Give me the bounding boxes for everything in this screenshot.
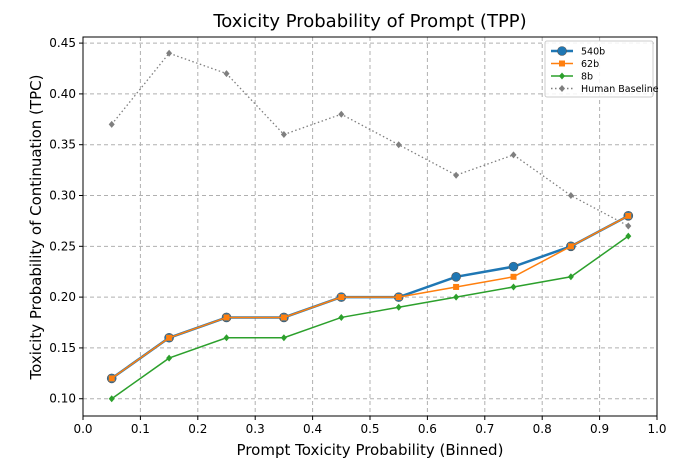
- legend-marker: [559, 85, 565, 92]
- data-point-540b: [508, 261, 519, 272]
- y-tick-label: 0.15: [49, 341, 76, 355]
- series-line-human-baseline: [111, 52, 629, 227]
- y-tick-label: 0.20: [49, 290, 76, 304]
- series-8b: [108, 232, 632, 403]
- x-tick-label: 0.3: [246, 422, 265, 436]
- legend-label: 540b: [581, 47, 605, 58]
- legend-label: 8b: [581, 72, 593, 83]
- x-tick-label: 0.6: [418, 422, 437, 436]
- series-62b: [108, 212, 632, 382]
- y-tick-label: 0.35: [49, 138, 76, 152]
- legend-box: [544, 40, 654, 98]
- data-point-8b: [223, 334, 230, 342]
- legend-label: Human Baseline: [581, 84, 659, 95]
- data-point-62b: [510, 273, 517, 280]
- chart-title: Toxicity Probability of Prompt (TPP): [212, 11, 526, 32]
- ticks: 0.0 0.1 0.2 0.3 0.4 0.5 0.6 0.7 0.8 0.9 1.0 0.10 0.1…: [49, 36, 666, 436]
- data-point-human-baseline: [223, 70, 230, 78]
- x-axis-label: Prompt Toxicity Probability (Binned): [237, 441, 504, 459]
- data-point-62b: [453, 283, 460, 290]
- data-point-62b: [108, 375, 115, 382]
- y-tick-label: 0.40: [49, 87, 76, 101]
- legend-item-62b: 62b: [551, 59, 599, 70]
- data-point-62b: [567, 243, 574, 250]
- x-tick-label: 0.5: [360, 422, 379, 436]
- x-tick-label: 0.4: [303, 422, 322, 436]
- y-tick-label: 0.30: [49, 189, 76, 203]
- data-point-8b: [108, 395, 115, 403]
- data-point-human-baseline: [625, 222, 632, 230]
- data-point-8b: [625, 232, 632, 240]
- y-tick-label: 0.25: [49, 239, 76, 253]
- plot-frame: [82, 36, 658, 417]
- series-human-baseline: [108, 49, 632, 230]
- data-point-human-baseline: [453, 171, 460, 179]
- legend-item-540b: 540b: [551, 46, 605, 58]
- data-point-human-baseline: [166, 49, 173, 57]
- data-point-62b: [223, 314, 230, 321]
- data-point-human-baseline: [338, 110, 345, 118]
- x-tick-label: 0.8: [533, 422, 552, 436]
- legend-marker: [559, 60, 565, 67]
- data-point-540b: [451, 271, 461, 282]
- y-tick-label: 0.10: [49, 392, 76, 406]
- x-tick-label: 0.1: [131, 422, 150, 436]
- x-tick-label: 0.2: [188, 422, 207, 436]
- x-tick-label: 0.9: [590, 422, 609, 436]
- data-point-62b: [166, 334, 173, 341]
- data-point-8b: [510, 283, 517, 291]
- x-tick-label: 1.0: [647, 422, 666, 436]
- data-point-62b: [395, 294, 402, 301]
- data-point-human-baseline: [395, 141, 402, 149]
- legend-item-human-baseline: Human Baseline: [551, 84, 659, 95]
- data-point-human-baseline: [510, 151, 517, 159]
- data-point-human-baseline: [280, 131, 287, 139]
- series-line-8b: [111, 235, 629, 400]
- data-point-human-baseline: [567, 192, 574, 200]
- data-point-62b: [625, 212, 632, 219]
- legend-marker: [557, 46, 567, 56]
- data-point-8b: [338, 313, 345, 321]
- data-point-8b: [166, 354, 173, 362]
- data-point-8b: [453, 293, 460, 301]
- x-tick-label: 0.0: [73, 422, 92, 436]
- legend-item-8b: 8b: [551, 72, 593, 83]
- legend-label: 62b: [581, 59, 599, 70]
- data-point-8b: [567, 273, 574, 281]
- data-point-62b: [280, 314, 287, 321]
- data-point-human-baseline: [108, 120, 115, 128]
- x-tick-label: 0.7: [475, 422, 494, 436]
- legend-marker: [559, 72, 565, 80]
- data-point-8b: [395, 303, 402, 311]
- data-point-62b: [338, 294, 345, 301]
- y-axis-label: Toxicity Probability of Continuation (TP…: [27, 75, 45, 381]
- series-group: [106, 49, 634, 403]
- data-point-8b: [280, 334, 287, 342]
- y-tick-label: 0.45: [49, 36, 76, 50]
- series-line-62b: [111, 215, 629, 380]
